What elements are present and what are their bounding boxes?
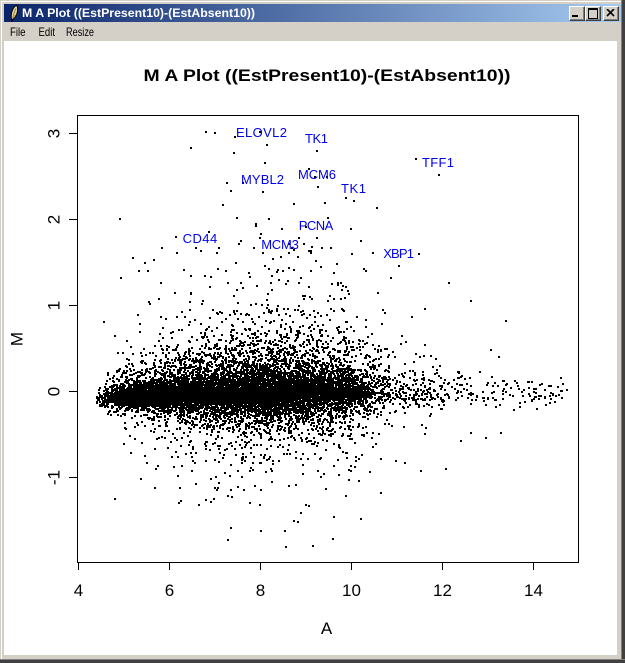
svg-text:PCNA: PCNA [299,218,334,233]
svg-text:MCM6: MCM6 [298,167,336,182]
svg-text:-1: -1 [45,470,64,485]
svg-text:TK1: TK1 [341,181,366,196]
svg-text:0: 0 [45,387,64,396]
svg-text:TFF1: TFF1 [422,155,454,170]
svg-text:6: 6 [165,581,174,600]
svg-text:MCM3: MCM3 [261,237,299,252]
svg-text:3: 3 [45,129,64,138]
svg-text:A: A [321,619,333,638]
svg-text:Edit: Edit [39,25,56,39]
svg-text:10: 10 [342,581,361,600]
svg-text:4: 4 [74,581,83,600]
svg-text:File: File [10,25,26,39]
svg-text:M: M [8,332,27,346]
svg-text:1: 1 [45,301,64,310]
svg-text:14: 14 [524,581,543,600]
svg-text:M A Plot ((EstPresent10)-(EstA: M A Plot ((EstPresent10)-(EstAbsent10)) [144,66,511,85]
svg-text:TK1: TK1 [305,131,328,146]
svg-text:Resize: Resize [66,25,94,39]
svg-text:M A Plot ((EstPresent10)-(EstA: M A Plot ((EstPresent10)-(EstAbsent10)) [22,6,255,20]
svg-text:8: 8 [256,581,265,600]
svg-text:2: 2 [45,215,64,224]
svg-text:ELOVL2: ELOVL2 [236,125,287,140]
svg-text:MYBL2: MYBL2 [241,172,284,187]
svg-text:XBP1: XBP1 [383,246,414,261]
svg-text:12: 12 [433,581,452,600]
svg-text:CD44: CD44 [183,231,218,246]
